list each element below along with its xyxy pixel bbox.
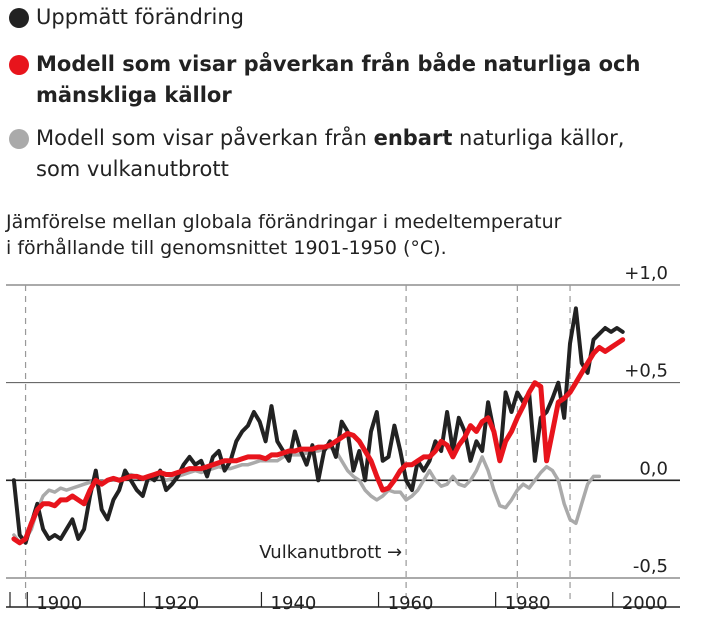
- legend: Uppmätt förändring Modell som visar påve…: [6, 2, 706, 185]
- x-tick-label-2: 1940: [271, 593, 317, 614]
- y-tick-label-1: +0,5: [624, 361, 668, 382]
- x-tick-label-5: 2000: [622, 593, 668, 614]
- x-tick-label-1: 1920: [153, 593, 199, 614]
- x-tick-label-0: 1900: [36, 593, 82, 614]
- legend-dot-model-natural: [9, 129, 29, 149]
- legend-label-model-natural-pre: Modell som visar påverkan från: [36, 126, 374, 150]
- chart-description-line2: i förhållande till genomsnittet 1901-195…: [6, 237, 447, 259]
- legend-label-model-natural-post: naturliga källor,: [452, 126, 625, 150]
- series-line-both: [11, 337, 626, 546]
- series-line-observed: [11, 306, 625, 545]
- x-tick-label-3: 1960: [388, 593, 434, 614]
- chart-description-line1: Jämförelse mellan globala förändringar i…: [6, 211, 562, 233]
- legend-dot-observed: [9, 8, 29, 28]
- legend-label-model-natural-bold: enbart: [373, 126, 453, 150]
- annotation-volcano: Vulkanutbrott →: [259, 542, 402, 563]
- legend-label-observed: Uppmätt förändring: [36, 5, 244, 29]
- y-tick-label-2: 0,0: [639, 458, 668, 479]
- legend-dot-model-both: [9, 55, 29, 75]
- legend-label-model-both-line2: mänskliga källor: [36, 83, 232, 107]
- y-tick-label-3: -0,5: [633, 556, 668, 577]
- chart-description: Jämförelse mellan globala förändringar i…: [6, 209, 706, 261]
- y-tick-label-0: +1,0: [624, 263, 668, 284]
- legend-item-observed: Uppmätt förändring: [6, 2, 706, 33]
- x-tick-label-4: 1980: [505, 593, 551, 614]
- legend-label-model-both-line1: Modell som visar påverkan från både natu…: [36, 52, 641, 76]
- legend-item-model-both: Modell som visar påverkan från både natu…: [6, 49, 706, 111]
- legend-label-model-natural-line2: som vulkanutbrott: [36, 157, 229, 181]
- legend-item-model-natural: Modell som visar påverkan från enbart na…: [6, 123, 706, 185]
